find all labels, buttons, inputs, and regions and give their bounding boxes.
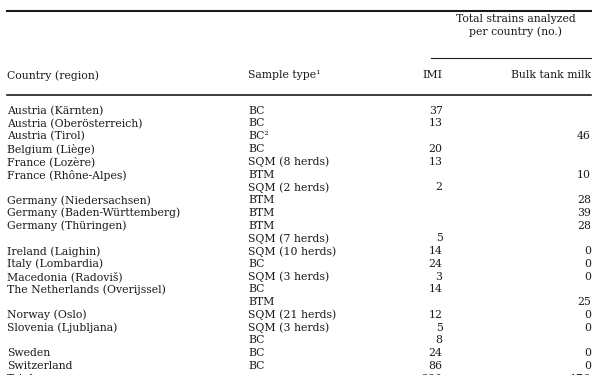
Text: BC: BC: [248, 144, 264, 154]
Text: 2: 2: [435, 182, 443, 192]
Text: SQM (3 herds): SQM (3 herds): [248, 272, 329, 282]
Text: BC: BC: [248, 259, 264, 269]
Text: Switzerland: Switzerland: [7, 361, 73, 371]
Text: Germany (Baden-Württemberg): Germany (Baden-Württemberg): [7, 208, 181, 218]
Text: BTM: BTM: [248, 170, 274, 180]
Text: Sample type¹: Sample type¹: [248, 70, 321, 81]
Text: Macedonia (Radoviš): Macedonia (Radoviš): [7, 272, 123, 282]
Text: 0: 0: [584, 310, 591, 320]
Text: 0: 0: [584, 246, 591, 256]
Text: 0: 0: [584, 322, 591, 333]
Text: 24: 24: [429, 348, 443, 358]
Text: Germany (Niedersachsen): Germany (Niedersachsen): [7, 195, 151, 206]
Text: Slovenia (Ljubljana): Slovenia (Ljubljana): [7, 322, 118, 333]
Text: BC: BC: [248, 284, 264, 294]
Text: Austria (Oberösterreich): Austria (Oberösterreich): [7, 118, 143, 129]
Text: Sweden: Sweden: [7, 348, 50, 358]
Text: Ireland (Laighin): Ireland (Laighin): [7, 246, 100, 256]
Text: 0: 0: [584, 361, 591, 371]
Text: 13: 13: [429, 157, 443, 167]
Text: BTM: BTM: [248, 195, 274, 205]
Text: Germany (Thüringen): Germany (Thüringen): [7, 220, 127, 231]
Text: 25: 25: [577, 297, 591, 307]
Text: 5: 5: [436, 233, 443, 243]
Text: France (Lozère): France (Lozère): [7, 157, 96, 168]
Text: SQM (7 herds): SQM (7 herds): [248, 233, 329, 244]
Text: France (Rhône-Alpes): France (Rhône-Alpes): [7, 170, 127, 180]
Text: Belgium (Liège): Belgium (Liège): [7, 144, 95, 155]
Text: Norway (Oslo): Norway (Oslo): [7, 310, 87, 320]
Text: 20: 20: [429, 144, 443, 154]
Text: BTM: BTM: [248, 208, 274, 218]
Text: 280: 280: [422, 374, 443, 375]
Text: 12: 12: [429, 310, 443, 320]
Text: 37: 37: [429, 106, 443, 116]
Text: SQM (2 herds): SQM (2 herds): [248, 182, 329, 193]
Text: Total strains analyzed
per country (no.): Total strains analyzed per country (no.): [456, 14, 575, 36]
Text: 39: 39: [577, 208, 591, 218]
Text: Total: Total: [7, 374, 34, 375]
Text: 14: 14: [429, 246, 443, 256]
Text: 0: 0: [584, 272, 591, 282]
Text: Italy (Lombardia): Italy (Lombardia): [7, 259, 103, 269]
Text: 28: 28: [577, 195, 591, 205]
Text: Austria (Kärnten): Austria (Kärnten): [7, 106, 103, 116]
Text: BTM: BTM: [248, 220, 274, 231]
Text: 46: 46: [577, 131, 591, 141]
Text: 13: 13: [429, 118, 443, 129]
Text: The Netherlands (Overijssel): The Netherlands (Overijssel): [7, 284, 166, 295]
Text: 0: 0: [584, 348, 591, 358]
Text: SQM (3 herds): SQM (3 herds): [248, 322, 329, 333]
Text: BC: BC: [248, 335, 264, 345]
Text: SQM (21 herds): SQM (21 herds): [248, 310, 337, 320]
Text: Country (region): Country (region): [7, 70, 99, 81]
Text: 3: 3: [435, 272, 443, 282]
Text: 8: 8: [435, 335, 443, 345]
Text: 14: 14: [429, 284, 443, 294]
Text: Austria (Tirol): Austria (Tirol): [7, 131, 85, 142]
Text: Bulk tank milk: Bulk tank milk: [511, 70, 591, 81]
Text: 5: 5: [436, 322, 443, 333]
Text: 28: 28: [577, 220, 591, 231]
Text: BC²: BC²: [248, 131, 269, 141]
Text: IMI: IMI: [423, 70, 443, 81]
Text: 24: 24: [429, 259, 443, 269]
Text: BC: BC: [248, 361, 264, 371]
Text: BC: BC: [248, 106, 264, 116]
Text: SQM (10 herds): SQM (10 herds): [248, 246, 337, 256]
Text: BC: BC: [248, 118, 264, 129]
Text: SQM (8 herds): SQM (8 herds): [248, 157, 329, 167]
Text: 0: 0: [584, 259, 591, 269]
Text: 86: 86: [429, 361, 443, 371]
Text: 10: 10: [577, 170, 591, 180]
Text: 176: 176: [570, 374, 591, 375]
Text: BTM: BTM: [248, 297, 274, 307]
Text: BC: BC: [248, 348, 264, 358]
